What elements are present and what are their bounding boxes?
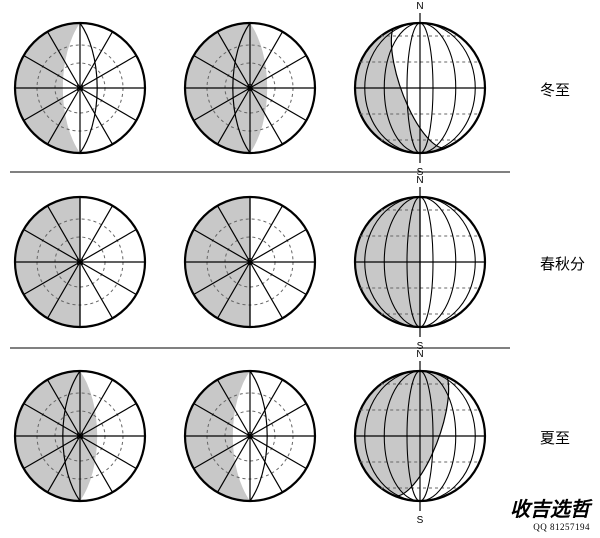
svg-text:S: S (247, 431, 254, 442)
svg-text:N: N (76, 257, 83, 268)
watermark: 收吉选哲 QQ 81257194 (510, 493, 590, 532)
row-label-2: 夏至 (540, 427, 570, 448)
watermark-sub: QQ 81257194 (510, 522, 590, 532)
row-label-1: 春秋分 (540, 253, 585, 274)
row-label-0: 冬至 (540, 79, 570, 100)
svg-text:N: N (416, 349, 423, 360)
svg-text:N: N (416, 1, 423, 12)
svg-text:N: N (416, 175, 423, 186)
solstice-equinox-diagram: NSNSNSNSNSNS (0, 0, 600, 538)
svg-text:N: N (76, 83, 83, 94)
svg-text:N: N (76, 431, 83, 442)
svg-text:S: S (247, 257, 254, 268)
svg-text:S: S (417, 515, 424, 526)
svg-text:S: S (247, 83, 254, 94)
watermark-main: 收吉选哲 (510, 493, 590, 522)
